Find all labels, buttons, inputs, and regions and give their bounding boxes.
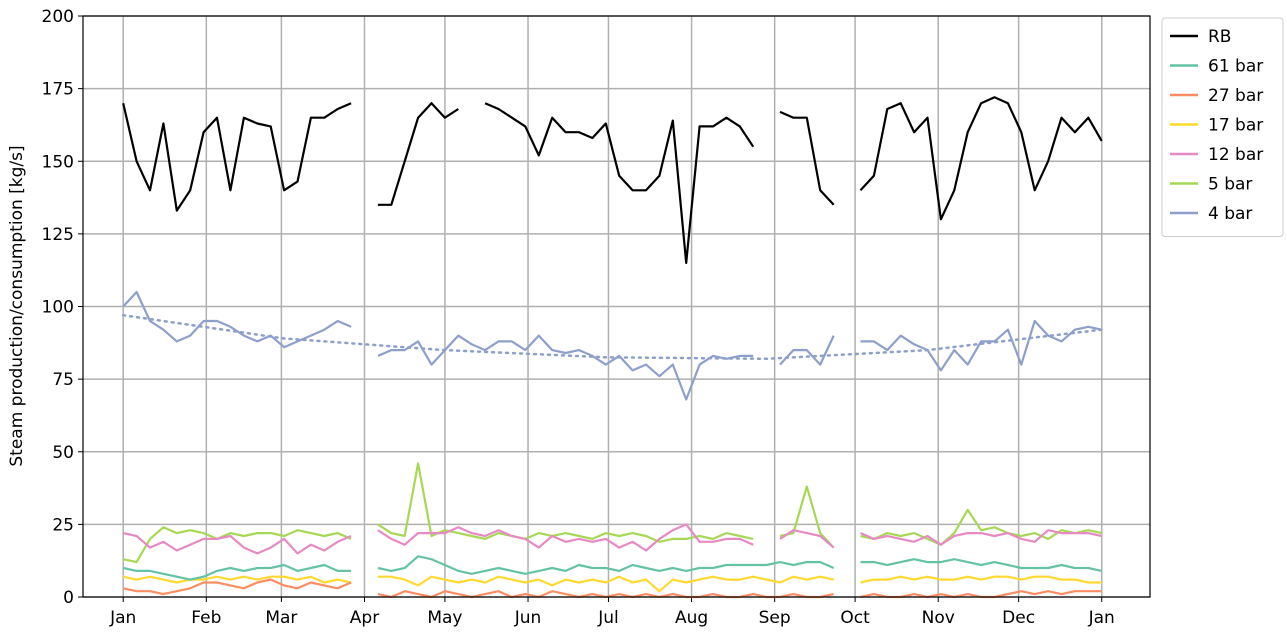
plot-frame bbox=[82, 15, 1151, 598]
trend-line bbox=[121, 313, 1103, 361]
x-tick-label: Feb bbox=[191, 608, 221, 628]
y-tick-label: 150 bbox=[42, 152, 74, 172]
y-tick-label: 175 bbox=[42, 80, 74, 100]
legend-box bbox=[1161, 17, 1284, 237]
y-tick-label: 50 bbox=[52, 443, 74, 463]
line bbox=[122, 575, 1102, 593]
line bbox=[122, 523, 1102, 555]
y-tick-label: 125 bbox=[42, 225, 74, 245]
legend-label: 5 bar bbox=[1208, 175, 1252, 195]
x-tick-label: Jan bbox=[1088, 608, 1115, 628]
y-tick-label: 25 bbox=[52, 515, 74, 535]
y-tick-label: 75 bbox=[52, 370, 74, 390]
y-axis-label: Steam production/consumption [kg/s] bbox=[7, 145, 27, 466]
y-tick-label: 200 bbox=[42, 7, 74, 27]
x-tick-label: Jun bbox=[514, 608, 542, 628]
x-tick-label: May bbox=[427, 608, 462, 628]
legend-label: RB bbox=[1208, 27, 1231, 47]
line bbox=[122, 96, 1103, 264]
x-tick-label: Aug bbox=[675, 608, 708, 628]
x-tick-label: Oct bbox=[840, 608, 870, 628]
x-tick-label: Jan bbox=[109, 608, 136, 628]
legend-label: 61 bar bbox=[1208, 57, 1263, 77]
x-tick-label: Sep bbox=[759, 608, 791, 628]
x-tick-label: Dec bbox=[1002, 608, 1035, 628]
legend-label: 17 bar bbox=[1208, 116, 1263, 136]
line bbox=[122, 555, 1102, 581]
x-tick-label: Apr bbox=[350, 608, 379, 628]
legend-label: 4 bar bbox=[1208, 204, 1252, 224]
y-tick-label: 0 bbox=[63, 588, 74, 608]
line bbox=[122, 462, 1102, 564]
legend-label: 12 bar bbox=[1208, 145, 1263, 165]
x-tick-label: Jul bbox=[597, 608, 619, 628]
line bbox=[122, 578, 1102, 599]
y-tick-label: 100 bbox=[42, 298, 74, 318]
x-tick-label: Nov bbox=[922, 608, 955, 628]
legend-label: 27 bar bbox=[1208, 86, 1263, 106]
x-tick-label: Mar bbox=[265, 608, 297, 628]
